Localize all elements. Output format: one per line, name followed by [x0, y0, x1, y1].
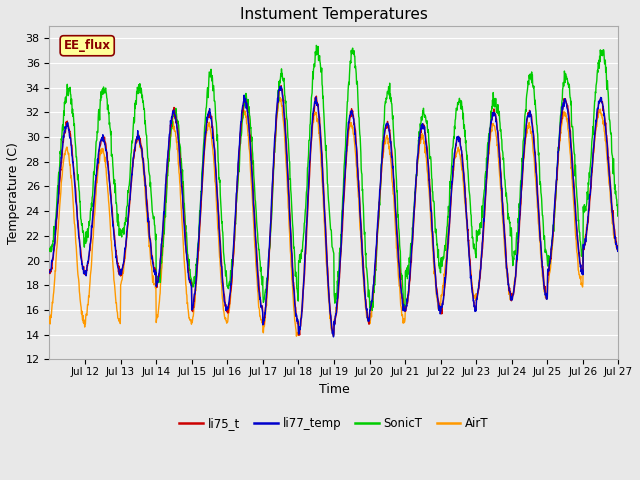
li77_temp: [56, 165, 64, 170]
li75_t: [56, 174, 64, 180]
Legend: li75_t, li77_temp, SonicT, AirT: li75_t, li77_temp, SonicT, AirT: [175, 412, 493, 434]
AirT: [276, 95, 284, 100]
li77_temp: [614, 246, 622, 252]
SonicT: [303, 188, 310, 193]
li75_t: [579, 266, 586, 272]
AirT: [303, 209, 311, 215]
li75_t: [337, 244, 345, 250]
li75_t: [45, 267, 53, 273]
SonicT: [312, 43, 320, 48]
AirT: [579, 284, 586, 290]
li77_temp: [438, 300, 446, 306]
AirT: [45, 314, 53, 320]
SonicT: [614, 207, 622, 213]
li75_t: [277, 83, 285, 89]
SonicT: [337, 232, 345, 238]
li77_temp: [147, 250, 155, 255]
SonicT: [579, 247, 586, 252]
li77_temp: [337, 240, 345, 246]
Text: EE_flux: EE_flux: [64, 39, 111, 52]
li77_temp: [276, 84, 284, 89]
SonicT: [56, 148, 64, 154]
Line: li75_t: li75_t: [49, 86, 618, 335]
Line: li77_temp: li77_temp: [49, 86, 618, 337]
AirT: [614, 246, 622, 252]
li75_t: [147, 245, 155, 251]
SonicT: [369, 308, 376, 313]
li75_t: [303, 214, 311, 219]
AirT: [147, 263, 155, 269]
Title: Instument Temperatures: Instument Temperatures: [240, 7, 428, 22]
AirT: [330, 334, 337, 339]
li75_t: [296, 332, 303, 338]
Y-axis label: Temperature (C): Temperature (C): [7, 142, 20, 243]
Line: AirT: AirT: [49, 97, 618, 336]
li75_t: [614, 245, 622, 251]
AirT: [56, 198, 64, 204]
li77_temp: [579, 268, 586, 274]
AirT: [337, 236, 345, 241]
li77_temp: [330, 334, 337, 340]
li77_temp: [303, 214, 311, 220]
li77_temp: [45, 270, 53, 276]
li75_t: [438, 302, 446, 308]
AirT: [438, 290, 446, 296]
SonicT: [45, 248, 53, 254]
SonicT: [147, 192, 155, 198]
Line: SonicT: SonicT: [49, 46, 618, 311]
SonicT: [438, 258, 446, 264]
X-axis label: Time: Time: [319, 383, 349, 396]
